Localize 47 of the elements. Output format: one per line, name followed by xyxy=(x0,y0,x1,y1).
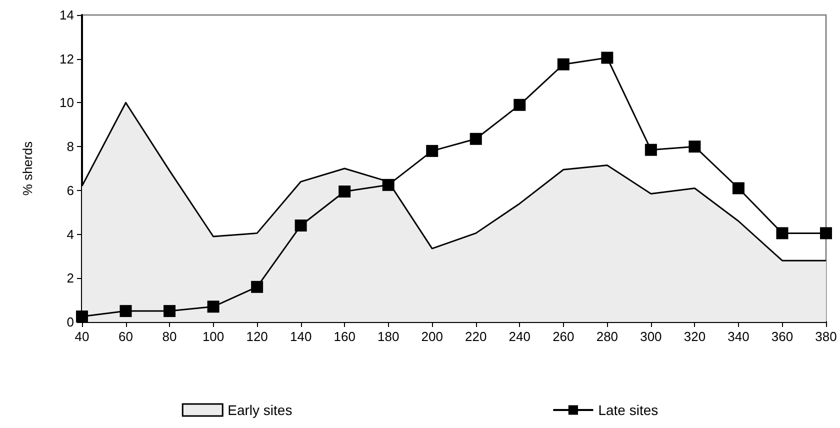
x-tick-label: 100 xyxy=(202,329,224,344)
x-tick-label: 380 xyxy=(815,329,837,344)
point xyxy=(557,58,570,70)
point xyxy=(688,140,701,153)
point xyxy=(382,178,394,191)
x-tick-label: 280 xyxy=(596,329,618,344)
x-tick-label: 320 xyxy=(684,329,706,344)
x-tick-label: 220 xyxy=(465,329,487,344)
x-tick-label: 360 xyxy=(771,329,794,344)
point xyxy=(644,144,657,156)
x-tick-label: 40 xyxy=(74,329,90,344)
point xyxy=(820,227,832,240)
x-tick-label: 160 xyxy=(334,329,356,344)
x-tick-label: 180 xyxy=(378,329,400,344)
y-tick-label: 6 xyxy=(66,182,74,198)
point xyxy=(251,280,264,293)
x-tick-label: 200 xyxy=(421,329,443,344)
x-tick-label: 80 xyxy=(162,329,177,344)
point xyxy=(470,132,482,145)
point xyxy=(120,305,132,318)
point xyxy=(732,182,744,194)
y-tick-label: 4 xyxy=(66,226,74,242)
x-tick-label: 260 xyxy=(552,329,574,344)
point xyxy=(601,52,614,64)
y-tick-label: 8 xyxy=(66,139,74,154)
point xyxy=(76,310,88,323)
x-tick-label: 300 xyxy=(640,329,662,344)
x-tick-label: 60 xyxy=(118,329,133,344)
y-tick-label: 12 xyxy=(60,51,74,66)
x-tick-label: 340 xyxy=(728,329,750,344)
y-tick-label: 2 xyxy=(66,270,74,286)
point xyxy=(207,300,220,313)
point xyxy=(294,220,307,232)
x-tick-label: 240 xyxy=(508,329,530,344)
point xyxy=(164,305,176,318)
point xyxy=(426,144,438,157)
point xyxy=(338,186,351,198)
legend-label: Late sites xyxy=(598,402,658,418)
x-tick-label: 140 xyxy=(290,329,312,344)
y-tick-label: 0 xyxy=(66,314,74,330)
point xyxy=(776,227,788,240)
x-tick-label: 120 xyxy=(246,329,268,344)
y-axis-title: % sherds xyxy=(20,140,35,196)
y-tick-label: 10 xyxy=(60,95,74,110)
y-tick-label: 14 xyxy=(60,8,74,22)
point xyxy=(514,98,526,111)
legend-label: Early sites xyxy=(228,402,292,418)
